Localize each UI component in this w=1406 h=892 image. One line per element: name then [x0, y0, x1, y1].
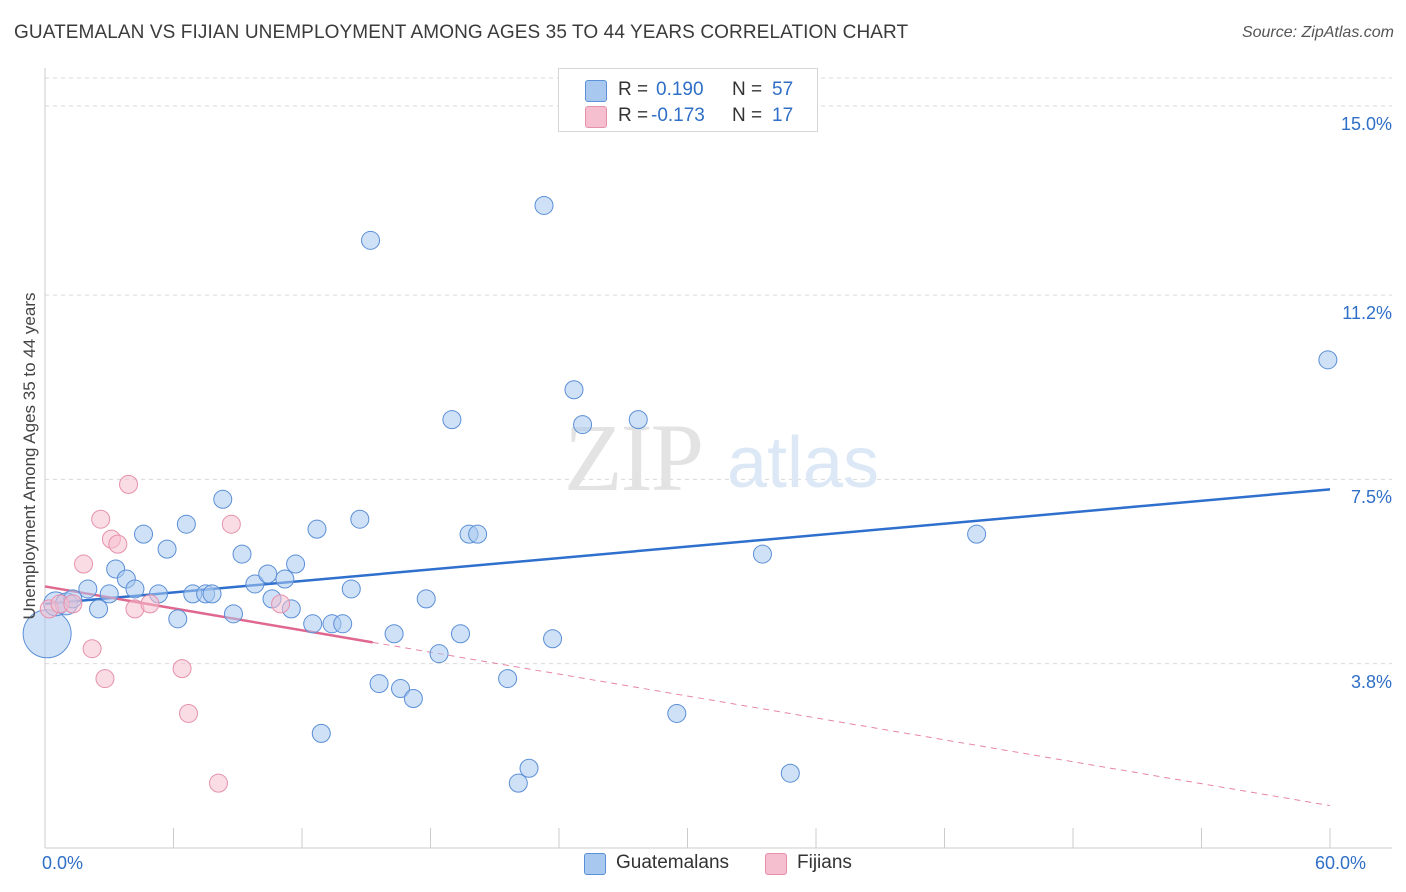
data-point-guatemalans [157, 539, 177, 559]
points-layer [22, 195, 1338, 793]
data-point-fijians [119, 474, 139, 494]
data-point-guatemalans [369, 674, 389, 694]
grid-layer [45, 77, 1392, 665]
data-point-guatemalans [543, 629, 563, 649]
data-point-guatemalans [780, 763, 800, 783]
data-point-guatemalans [468, 524, 488, 544]
data-point-guatemalans [223, 604, 243, 624]
bottom-legend-swatch-blue [584, 853, 606, 875]
y-tick-label: 7.5% [1350, 487, 1392, 508]
bottom-legend-swatch-pink [765, 853, 787, 875]
y-tick-label: 11.2% [1342, 303, 1392, 324]
data-point-guatemalans [213, 489, 233, 509]
legend-swatch-blue [585, 80, 607, 102]
data-point-guatemalans [350, 509, 370, 529]
data-point-guatemalans [245, 574, 265, 594]
data-point-guatemalans [519, 758, 539, 778]
data-point-guatemalans [134, 524, 154, 544]
data-point-guatemalans [361, 230, 381, 250]
data-point-guatemalans [258, 564, 278, 584]
data-point-guatemalans [99, 584, 119, 604]
legend-swatch-pink [585, 106, 607, 128]
data-point-guatemalans [573, 415, 593, 435]
data-point-guatemalans [384, 624, 404, 644]
data-point-guatemalans [78, 579, 98, 599]
chart-title: GUATEMALAN VS FIJIAN UNEMPLOYMENT AMONG … [14, 22, 909, 43]
data-point-guatemalans [176, 514, 196, 534]
legend-n-label: N = [732, 79, 763, 100]
data-point-guatemalans [403, 689, 423, 709]
bottom-legend-label: Guatemalans [616, 852, 730, 873]
data-point-fijians [140, 594, 160, 614]
data-point-fijians [178, 703, 198, 723]
data-point-guatemalans [89, 599, 109, 619]
data-point-fijians [63, 594, 83, 614]
legend-n-value: 57 [772, 79, 794, 100]
source-label: Source: ZipAtlas.com [1241, 24, 1394, 41]
data-point-guatemalans [416, 589, 436, 609]
x-tick-label: 60.0% [1314, 853, 1366, 873]
data-point-fijians [221, 514, 241, 534]
data-point-guatemalans [508, 773, 528, 793]
data-point-guatemalans [303, 614, 323, 634]
data-point-guatemalans [498, 669, 518, 689]
trend-layer [44, 488, 1331, 807]
data-point-guatemalans [202, 584, 222, 604]
data-point-fijians [271, 594, 291, 614]
data-point-guatemalans [168, 609, 188, 629]
data-point-guatemalans [275, 569, 295, 589]
data-point-fijians [91, 509, 111, 529]
data-point-guatemalans [967, 524, 987, 544]
data-point-guatemalans [450, 624, 470, 644]
y-axis-label: Unemployment Among Ages 35 to 44 years [20, 292, 39, 620]
data-point-guatemalans [1318, 350, 1338, 370]
data-point-guatemalans [442, 410, 462, 430]
data-point-guatemalans [534, 195, 554, 215]
bottom-legend-label: Fijians [797, 852, 852, 873]
legend-r-value: -0.173 [651, 105, 705, 126]
trend-line-fijians-extension [372, 641, 1331, 807]
legend-r-label: R = [618, 105, 649, 126]
data-point-fijians [208, 773, 228, 793]
data-point-guatemalans [391, 679, 411, 699]
data-point-guatemalans [564, 380, 584, 400]
axis-layer [44, 68, 1392, 849]
data-point-guatemalans [341, 579, 361, 599]
data-point-guatemalans [232, 544, 252, 564]
y-tick-label: 15.0% [1340, 113, 1392, 134]
data-point-guatemalans [333, 614, 353, 634]
y-tick-label: 3.8% [1350, 671, 1392, 692]
data-point-guatemalans [307, 519, 327, 539]
data-point-guatemalans [286, 554, 306, 574]
data-point-guatemalans [125, 579, 145, 599]
legend-r-value: 0.190 [656, 79, 704, 100]
data-point-fijians [95, 669, 115, 689]
data-point-guatemalans [667, 703, 687, 723]
data-point-fijians [74, 554, 94, 574]
correlation-legend: R = 0.190 N = 57 R = -0.173 N = 17 [558, 68, 818, 132]
data-point-guatemalans [752, 544, 772, 564]
legend-n-label: N = [732, 105, 763, 126]
watermark-atlas: atlas [727, 423, 879, 503]
data-point-fijians [82, 639, 102, 659]
x-tick-label: 0.0% [42, 853, 84, 873]
data-point-guatemalans [628, 410, 648, 430]
data-point-guatemalans [429, 644, 449, 664]
legend-r-label: R = [618, 79, 649, 100]
watermark: ZIP atlas [564, 404, 879, 511]
data-point-guatemalans [311, 723, 331, 743]
legend-n-value: 17 [772, 105, 794, 126]
data-point-fijians [172, 659, 192, 679]
trend-line-fijians [44, 585, 373, 644]
data-point-fijians [108, 534, 128, 554]
